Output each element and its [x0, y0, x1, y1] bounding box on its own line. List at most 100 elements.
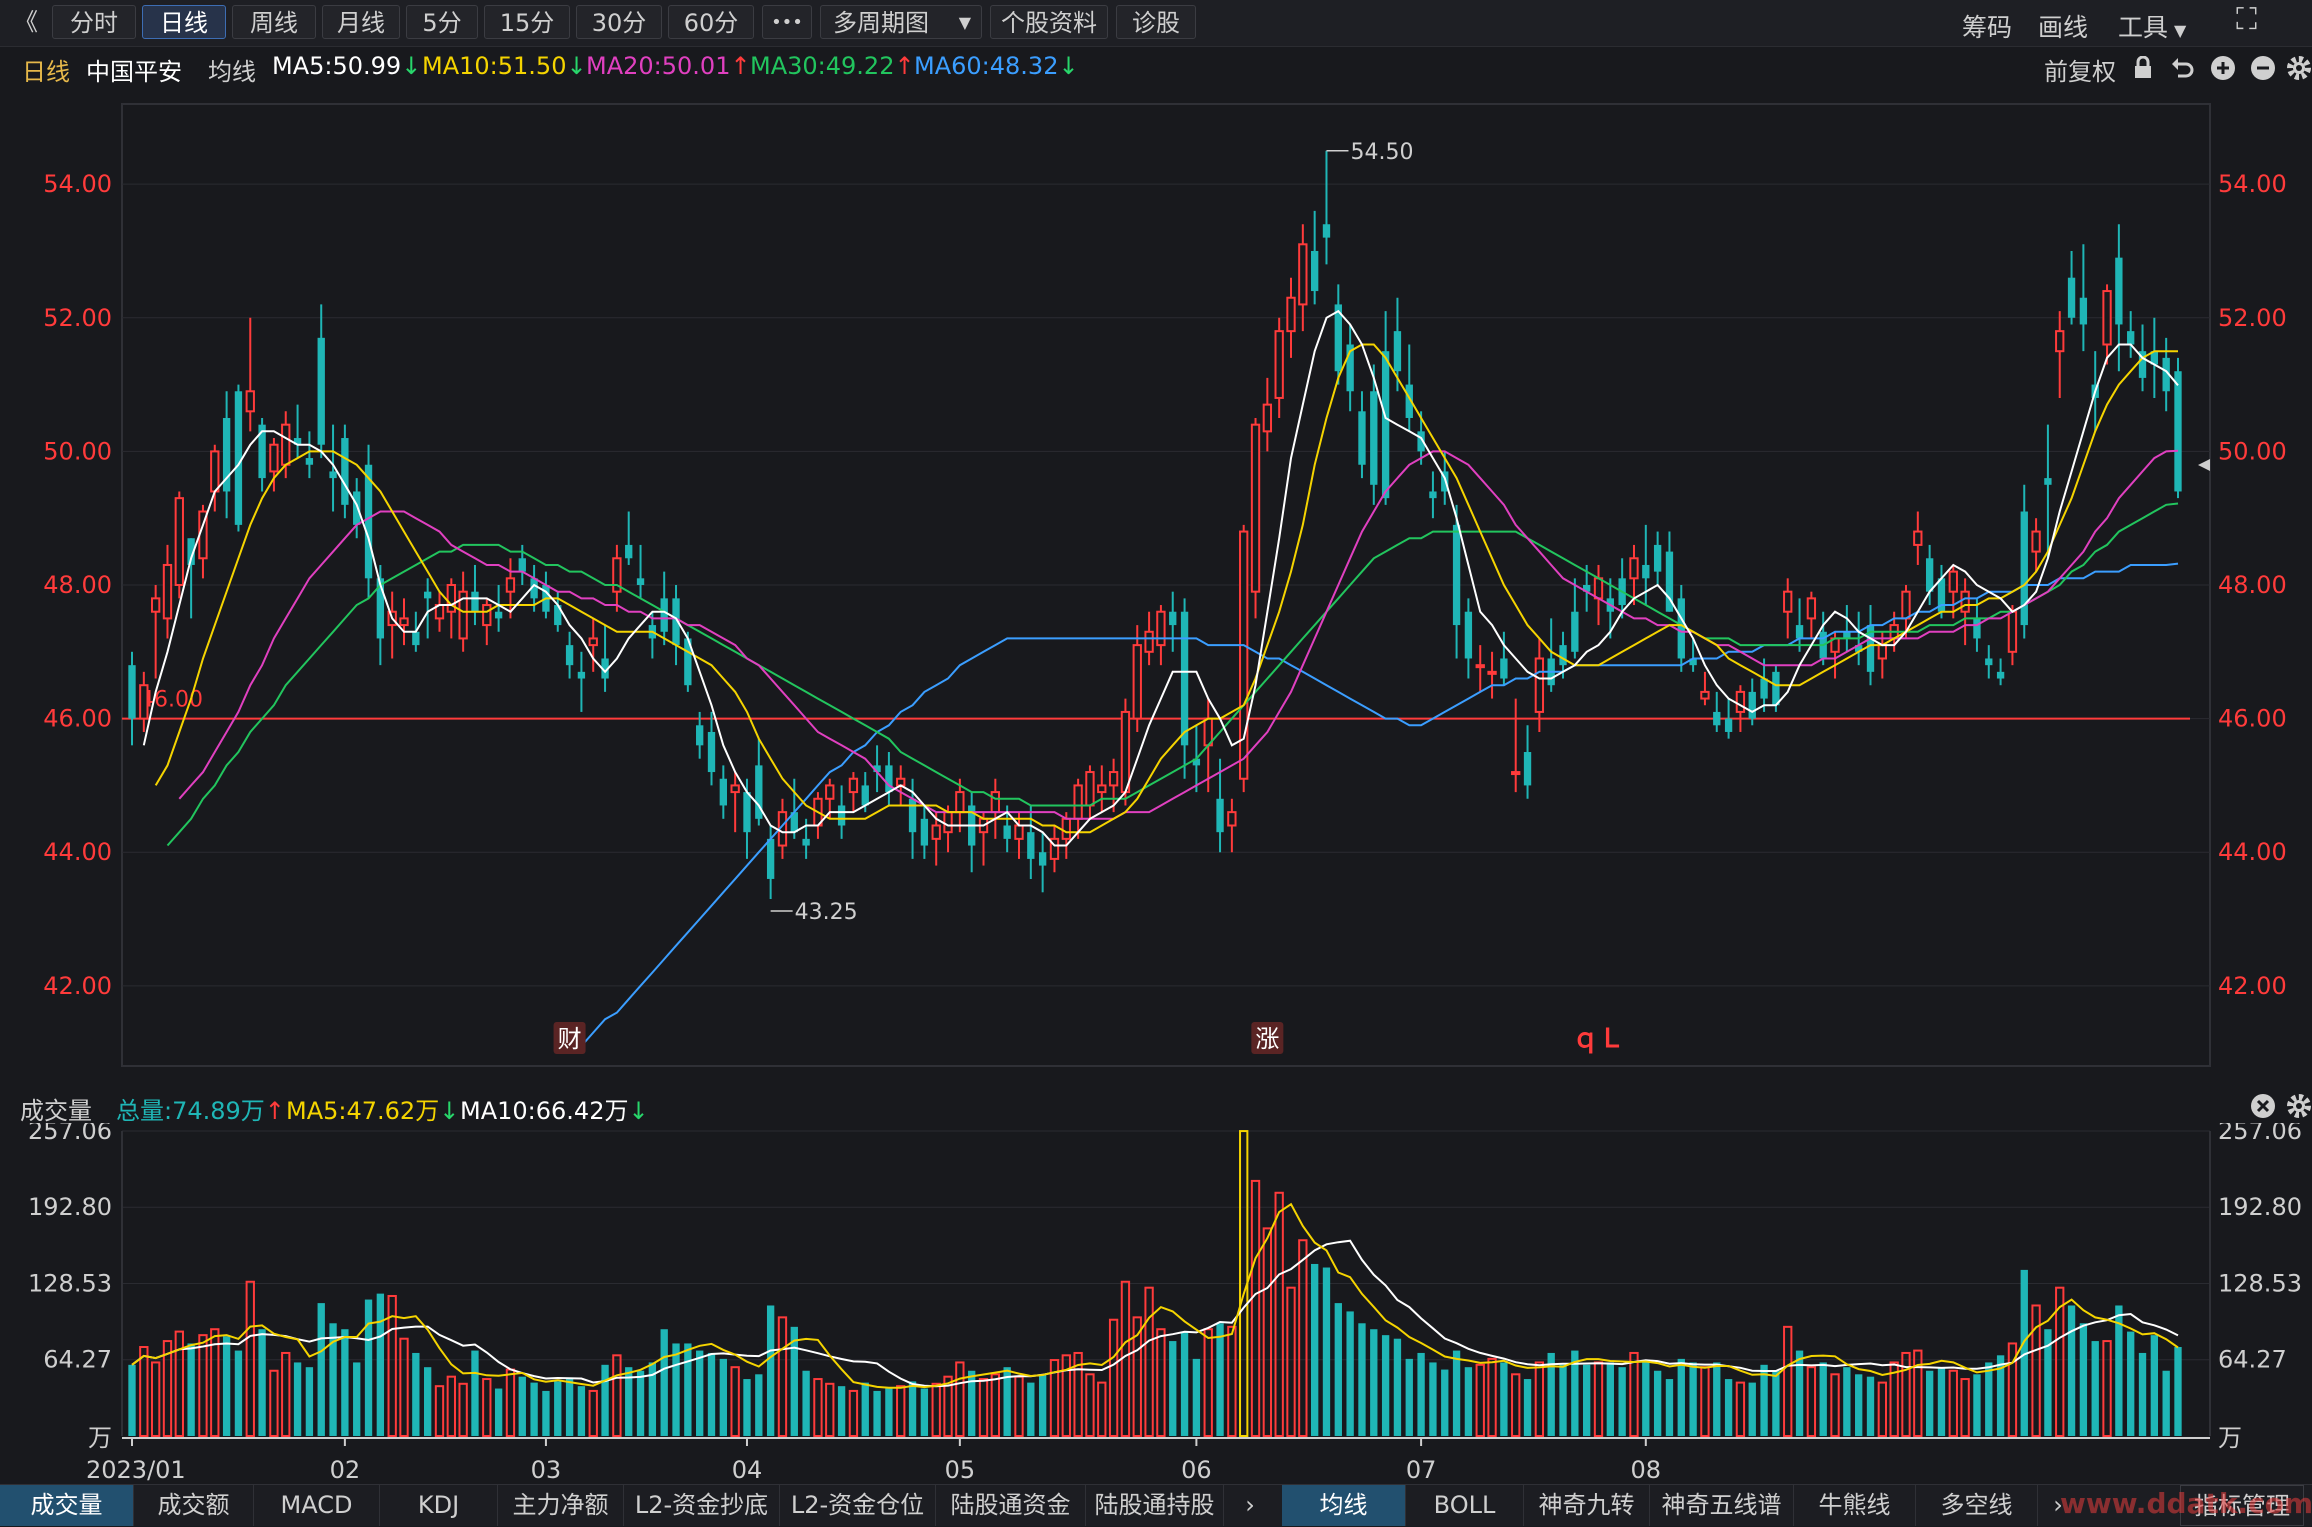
price-tick-right: 54.00 — [2218, 170, 2287, 198]
volume-bar-up — [1948, 1369, 1958, 1437]
multi-period-label: 多周期图 — [833, 9, 929, 37]
tab-monthly[interactable]: 月线 — [322, 5, 400, 39]
volume-bar-up — [978, 1378, 989, 1437]
tab-turnover[interactable]: 成交额 — [134, 1485, 254, 1526]
candle-body-down — [1713, 711, 1721, 726]
candle-body-up — [1960, 590, 1970, 613]
draw-line-button[interactable]: 画线 — [2038, 13, 2089, 42]
zoom-out-icon[interactable] — [2250, 55, 2276, 81]
candle-body-down — [920, 818, 929, 846]
scroll-right-icon[interactable]: › — [1245, 1491, 1255, 1519]
tools-dropdown[interactable]: 工具 ▼ — [2118, 8, 2186, 44]
volume-bar-down — [329, 1323, 337, 1436]
indicator-manage-button[interactable]: 指标管理 — [2180, 1485, 2304, 1526]
tab-15min[interactable]: 15分 — [484, 5, 570, 39]
volume-bar-up — [458, 1382, 468, 1437]
tab-30min[interactable]: 30分 — [576, 5, 662, 39]
volume-settings-gear-icon[interactable] — [2286, 1093, 2312, 1119]
ma30-value: MA30:49.22↑ — [750, 52, 915, 80]
multi-period-dropdown[interactable]: 多周期图 ▼ — [820, 5, 982, 39]
ma5-line — [142, 309, 2179, 847]
back-button[interactable]: 《 — [14, 8, 38, 36]
volume-bar-down — [719, 1358, 727, 1436]
candle-body-down — [1925, 558, 1934, 592]
candle-body-up — [1901, 590, 1911, 620]
tab-long-short[interactable]: 多空线 — [1916, 1485, 2038, 1526]
more-button[interactable]: ••• — [762, 5, 812, 39]
tab-60min[interactable]: 60分 — [668, 5, 754, 39]
volume-bar-up — [2031, 1304, 2041, 1437]
tab-bull-bear[interactable]: 牛熊线 — [1794, 1485, 1916, 1526]
candle-body-down — [1429, 491, 1437, 499]
volume-bar-down — [1760, 1364, 1768, 1436]
tab-northbound-funds[interactable]: 陆股通资金 — [936, 1485, 1086, 1526]
candle-body-down — [329, 471, 337, 479]
chips-button[interactable]: 筹码 — [1962, 13, 2013, 42]
scroll-right-icon[interactable]: › — [2053, 1491, 2063, 1519]
volume-bar-down — [1358, 1323, 1366, 1436]
tab-l2-bottom[interactable]: L2-资金抄底 — [624, 1485, 780, 1526]
price-chart[interactable]: 46.00 54.00 54.00 52.00 52.00 50.00 50.00 48.0… — [0, 92, 2312, 1087]
tab-ma[interactable]: 均线 — [1282, 1485, 1406, 1526]
volume-bar-down — [1571, 1350, 1579, 1436]
ma10-text: MA10:51.50 — [422, 52, 567, 80]
undo-icon[interactable] — [2170, 56, 2194, 80]
volume-bar-down — [305, 1367, 314, 1436]
volume-bar-down — [1653, 1370, 1662, 1436]
volume-bar-down — [222, 1336, 231, 1436]
tab-fenshi[interactable]: 分时 — [52, 5, 136, 39]
volume-tick-left: 128.53 — [28, 1270, 112, 1298]
tab-daily[interactable]: 日线 — [142, 5, 226, 39]
volume-ma5-line — [131, 1202, 2179, 1389]
tab-boll[interactable]: BOLL — [1406, 1485, 1524, 1526]
tab-volume[interactable]: 成交量 — [0, 1485, 134, 1526]
volume-bar-up — [1593, 1361, 1604, 1437]
volume-bar-down — [2079, 1323, 2088, 1436]
tab-weekly[interactable]: 周线 — [232, 5, 316, 39]
volume-chart[interactable]: 257.06 257.06 192.80 192.80 128.53 128.53 64.2… — [0, 1123, 2312, 1486]
candle-body-down — [128, 665, 136, 719]
candle-body-down — [234, 391, 243, 525]
ma60-line — [580, 562, 2179, 1047]
annotations: 54.50 43.25 财 涨 ｑＬ — [553, 140, 2210, 1054]
fullscreen-icon[interactable]: ⛶ — [2236, 2, 2257, 37]
volume-bar-down — [1464, 1367, 1473, 1436]
dropdown-caret-icon: ▼ — [2174, 21, 2187, 40]
tab-magic-five[interactable]: 神奇五线谱 — [1650, 1485, 1794, 1526]
price-tick-right: 52.00 — [2218, 304, 2287, 332]
candle-body-down — [1381, 351, 1390, 499]
candle-body-up — [505, 577, 516, 593]
tab-northbound-holdings[interactable]: 陆股通持股 — [1086, 1485, 1224, 1526]
tab-main-net[interactable]: 主力净额 — [498, 1485, 624, 1526]
volume-bar-down — [707, 1352, 716, 1436]
tab-5min[interactable]: 5分 — [406, 5, 478, 39]
tab-magic-nine[interactable]: 神奇九转 — [1524, 1485, 1650, 1526]
ma20-line — [178, 449, 2179, 820]
candle-body-down — [1653, 544, 1662, 572]
tab-macd[interactable]: MACD — [254, 1485, 380, 1526]
candle-body-down — [317, 337, 325, 445]
top-toolbar: 《 分时 日线 周线 月线 5分 15分 30分 60分 ••• 多周期图 ▼ … — [0, 0, 2312, 47]
settings-gear-icon[interactable] — [2286, 55, 2312, 81]
volume-bar-down — [1665, 1379, 1674, 1436]
volume-bar-up — [848, 1389, 859, 1437]
diagnosis-button[interactable]: 诊股 — [1116, 5, 1196, 39]
volume-bar-down — [577, 1386, 586, 1436]
candle-body-down — [577, 671, 586, 679]
candle-body-down — [305, 458, 314, 465]
tab-l2-position[interactable]: L2-资金仓位 — [780, 1485, 936, 1526]
zoom-in-icon[interactable] — [2210, 55, 2236, 81]
adjust-label[interactable]: 前复权 — [2044, 58, 2116, 86]
volume-bar-down — [908, 1381, 917, 1436]
stock-info-button[interactable]: 个股资料 — [990, 5, 1108, 39]
lock-icon[interactable] — [2132, 56, 2154, 80]
ma-label[interactable]: 均线 — [208, 58, 256, 86]
tab-kdj[interactable]: KDJ — [380, 1485, 498, 1526]
close-panel-icon[interactable] — [2250, 1093, 2276, 1119]
candle-body-up — [2031, 530, 2041, 553]
volume-bar-up — [139, 1346, 149, 1438]
volume-bar-down — [1618, 1367, 1626, 1436]
dropdown-caret-icon: ▼ — [958, 13, 971, 32]
volume-unit-right: 万 — [2218, 1424, 2242, 1452]
candle-body-down — [1452, 524, 1461, 626]
